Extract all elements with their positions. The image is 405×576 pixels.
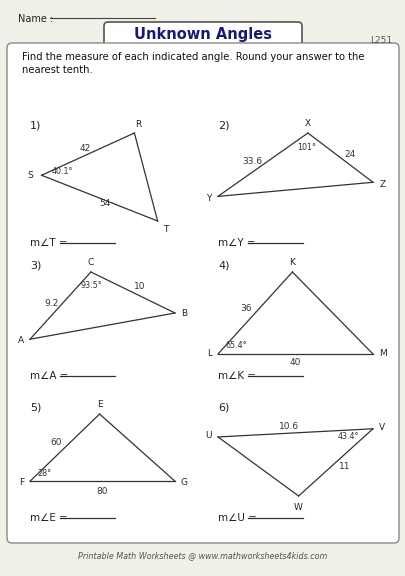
Text: 93.5°: 93.5° — [80, 281, 102, 290]
Text: 80: 80 — [96, 487, 108, 495]
Text: 10: 10 — [134, 282, 145, 291]
Text: 11: 11 — [339, 462, 350, 471]
Text: A: A — [18, 336, 24, 346]
Text: Y: Y — [206, 194, 211, 203]
Text: m∠T =: m∠T = — [30, 238, 68, 248]
Text: 9.2: 9.2 — [45, 299, 59, 308]
Text: 43.4°: 43.4° — [337, 433, 358, 441]
Text: m∠E =: m∠E = — [30, 513, 68, 523]
Text: E: E — [96, 400, 102, 409]
Text: U: U — [205, 431, 211, 440]
Text: 54: 54 — [100, 199, 111, 208]
Text: W: W — [294, 502, 302, 511]
Text: 5): 5) — [30, 402, 41, 412]
Text: 60: 60 — [50, 438, 62, 447]
Text: m∠Y =: m∠Y = — [217, 238, 255, 248]
Text: X: X — [304, 119, 310, 128]
Text: 2): 2) — [217, 121, 229, 131]
Text: T: T — [163, 225, 168, 233]
Text: 42: 42 — [79, 145, 90, 153]
Text: S: S — [27, 170, 33, 180]
Text: Z: Z — [378, 180, 384, 188]
Text: 101°: 101° — [296, 143, 315, 153]
Text: Name :: Name : — [18, 14, 53, 24]
Text: 33.6: 33.6 — [241, 157, 262, 166]
Text: R: R — [135, 120, 141, 128]
Text: m∠U =: m∠U = — [217, 513, 256, 523]
Text: 24: 24 — [343, 150, 354, 158]
Text: B: B — [180, 309, 186, 317]
Text: M: M — [378, 350, 386, 358]
Text: Find the measure of each indicated angle. Round your answer to the
nearest tenth: Find the measure of each indicated angle… — [22, 52, 364, 75]
Text: L251: L251 — [369, 36, 391, 45]
Text: m∠K =: m∠K = — [217, 371, 256, 381]
Text: 3): 3) — [30, 260, 41, 270]
Text: 10.6: 10.6 — [279, 422, 298, 431]
FancyBboxPatch shape — [104, 22, 301, 50]
Text: 40: 40 — [289, 358, 301, 367]
FancyBboxPatch shape — [7, 43, 398, 543]
Text: C: C — [87, 258, 94, 267]
Text: V: V — [378, 423, 384, 431]
Text: 28°: 28° — [37, 468, 51, 478]
Text: 65.4°: 65.4° — [225, 342, 247, 350]
Text: 1): 1) — [30, 121, 41, 131]
Text: 6): 6) — [217, 402, 229, 412]
Text: L: L — [206, 350, 211, 358]
Text: F: F — [19, 479, 24, 487]
Text: 36: 36 — [240, 304, 251, 313]
Text: m∠A =: m∠A = — [30, 371, 68, 381]
Text: Printable Math Worksheets @ www.mathworksheets4kids.com: Printable Math Worksheets @ www.mathwork… — [78, 551, 327, 560]
Text: K: K — [289, 258, 294, 267]
Text: G: G — [180, 479, 188, 487]
Text: Unknown Angles: Unknown Angles — [134, 28, 271, 43]
Text: 4): 4) — [217, 260, 229, 270]
Text: 40.1°: 40.1° — [51, 167, 72, 176]
